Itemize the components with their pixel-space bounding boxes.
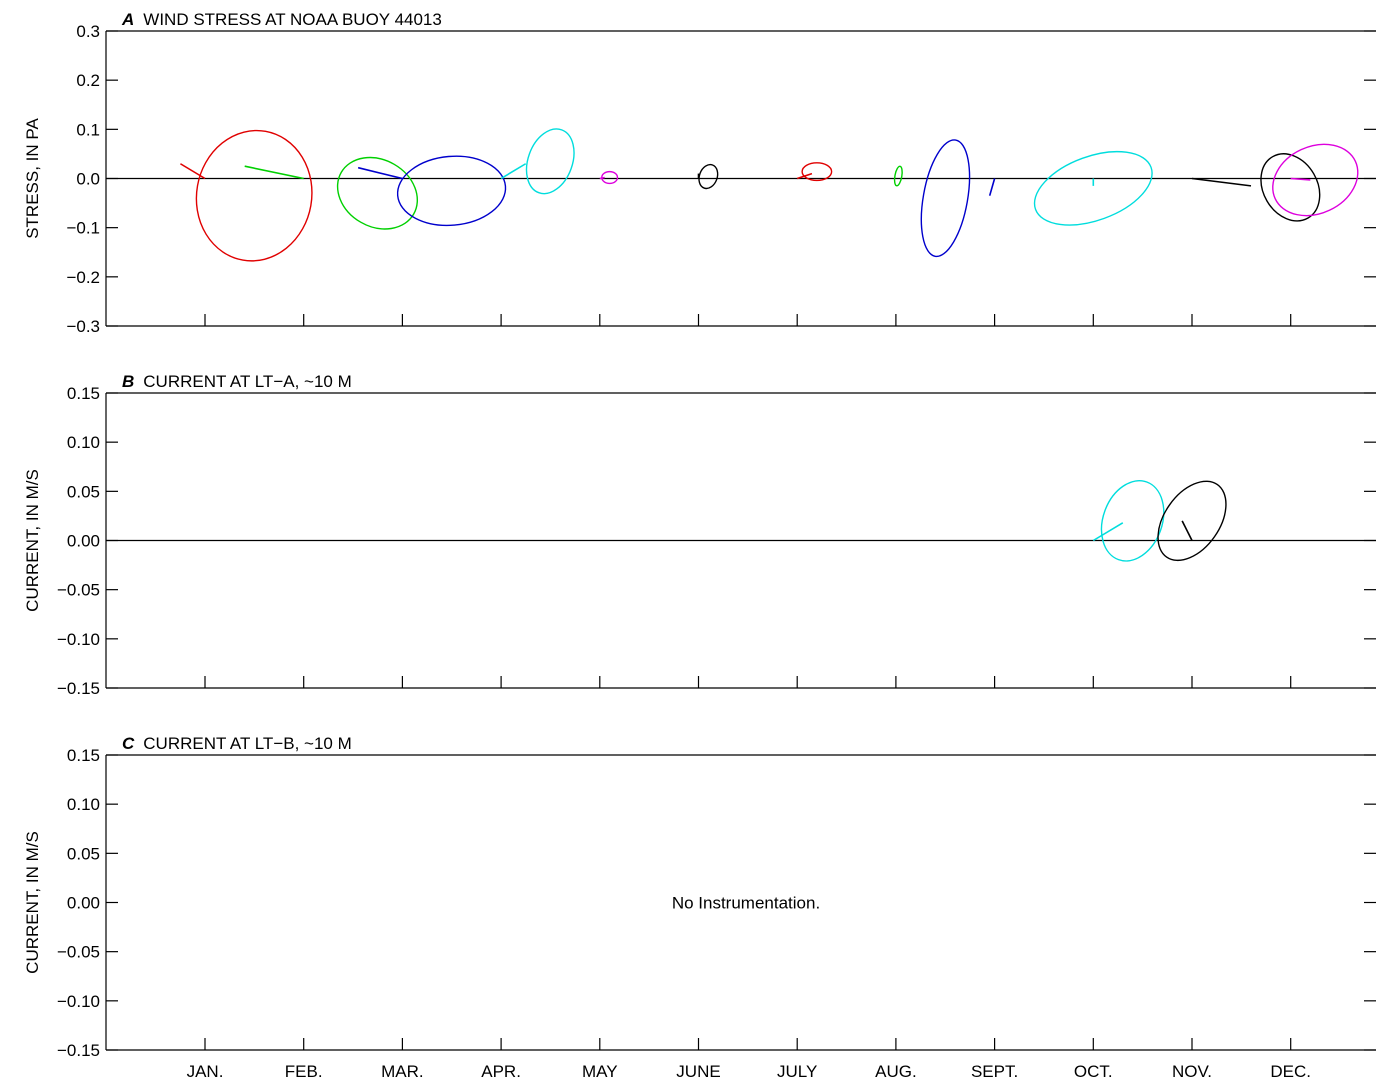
mean-vector-sept — [988, 178, 996, 196]
y-tick-label: −0.1 — [66, 219, 100, 238]
y-tick-label: 0.00 — [67, 532, 100, 551]
y-axis-label: CURRENT, IN M/S — [23, 831, 42, 974]
y-tick-label: −0.15 — [57, 679, 100, 698]
mean-vector-jan — [180, 163, 206, 180]
y-tick-label: −0.05 — [57, 581, 100, 600]
variance-ellipse-oct — [1100, 480, 1165, 562]
y-tick-label: −0.10 — [57, 630, 100, 649]
mean-vector-nov — [1181, 520, 1193, 541]
mean-vector-feb — [244, 165, 304, 180]
y-axis-label: CURRENT, IN M/S — [23, 469, 42, 612]
x-tick-label-month: FEB. — [285, 1062, 323, 1081]
variance-ellipse-aug — [893, 165, 903, 187]
variance-ellipse-apr — [525, 128, 575, 195]
y-tick-label: 0.10 — [67, 795, 100, 814]
y-tick-label: 0.15 — [67, 746, 100, 765]
x-tick-label-month: DEC. — [1270, 1062, 1311, 1081]
panel-b: 0.15 0.10 0.05 0.00 −0.05 −0.10 −0.15 B CURRENT … — [23, 372, 1376, 698]
variance-ellipse-dec — [1272, 143, 1359, 217]
y-tick-label: −0.2 — [66, 268, 100, 287]
mean-vector-nov — [1191, 177, 1252, 187]
x-tick-label-month: JAN. — [187, 1062, 224, 1081]
x-tick-label-month: AUG. — [875, 1062, 917, 1081]
y-tick-label: 0.15 — [67, 384, 100, 403]
variance-ellipse-nov — [1157, 480, 1227, 562]
variance-ellipse-june — [698, 163, 719, 190]
mean-vector-may — [599, 176, 605, 180]
y-tick-label: 0.0 — [76, 170, 100, 189]
variance-ellipse-oct — [1033, 150, 1153, 226]
y-tick-label: 0.2 — [76, 71, 100, 90]
mean-vector-dec — [1290, 177, 1311, 181]
y-tick-label: 0.00 — [67, 894, 100, 913]
y-axis-label: STRESS, IN PA — [23, 118, 42, 239]
y-tick-label: 0.05 — [67, 844, 100, 863]
panel-a: 0.3 0.2 0.1 0.0 −0.1 −0.2 −0.3 A WIND STRESS AT … — [23, 10, 1376, 336]
variance-ellipse-mar — [396, 155, 507, 227]
mean-vector-apr — [500, 163, 527, 180]
y-tick-label: 0.05 — [67, 482, 100, 501]
variance-ellipse-jan — [195, 129, 313, 262]
variance-ellipse-feb — [336, 156, 419, 230]
x-tick-label-month: MAY — [582, 1062, 618, 1081]
y-tick-label: −0.05 — [57, 943, 100, 962]
x-tick-label-month: SEPT. — [971, 1062, 1018, 1081]
variance-ellipse-nov — [1260, 153, 1321, 222]
y-tick-label: 0.10 — [67, 433, 100, 452]
panel-c: 0.15 0.10 0.05 0.00 −0.05 −0.10 −0.15 C CURRENT … — [23, 734, 1376, 1081]
y-tick-label: −0.3 — [66, 317, 100, 336]
mean-vector-mar — [357, 166, 403, 180]
variance-ellipse-sept — [920, 139, 971, 258]
x-tick-label-month: JULY — [777, 1062, 817, 1081]
panel-title: A WIND STRESS AT NOAA BUOY 44013 — [121, 10, 442, 29]
x-tick-label-month: NOV. — [1172, 1062, 1212, 1081]
y-tick-label: 0.3 — [76, 22, 100, 41]
x-tick-label-month: JUNE — [676, 1062, 720, 1081]
mean-vector-july — [796, 172, 813, 180]
panel-title: C CURRENT AT LT−B, ~10 M — [122, 734, 352, 753]
x-tick-label-month: OCT. — [1074, 1062, 1113, 1081]
x-tick-label-month: MAR. — [381, 1062, 424, 1081]
y-tick-label: 0.1 — [76, 120, 100, 139]
x-tick-label-month: APR. — [481, 1062, 521, 1081]
variance-ellipse-july — [801, 162, 833, 182]
no-instrumentation-note: No Instrumentation. — [672, 894, 820, 913]
y-tick-label: −0.10 — [57, 992, 100, 1011]
mean-vector-oct — [1092, 522, 1124, 542]
y-tick-label: −0.15 — [57, 1041, 100, 1060]
panel-title: B CURRENT AT LT−A, ~10 M — [122, 372, 352, 391]
